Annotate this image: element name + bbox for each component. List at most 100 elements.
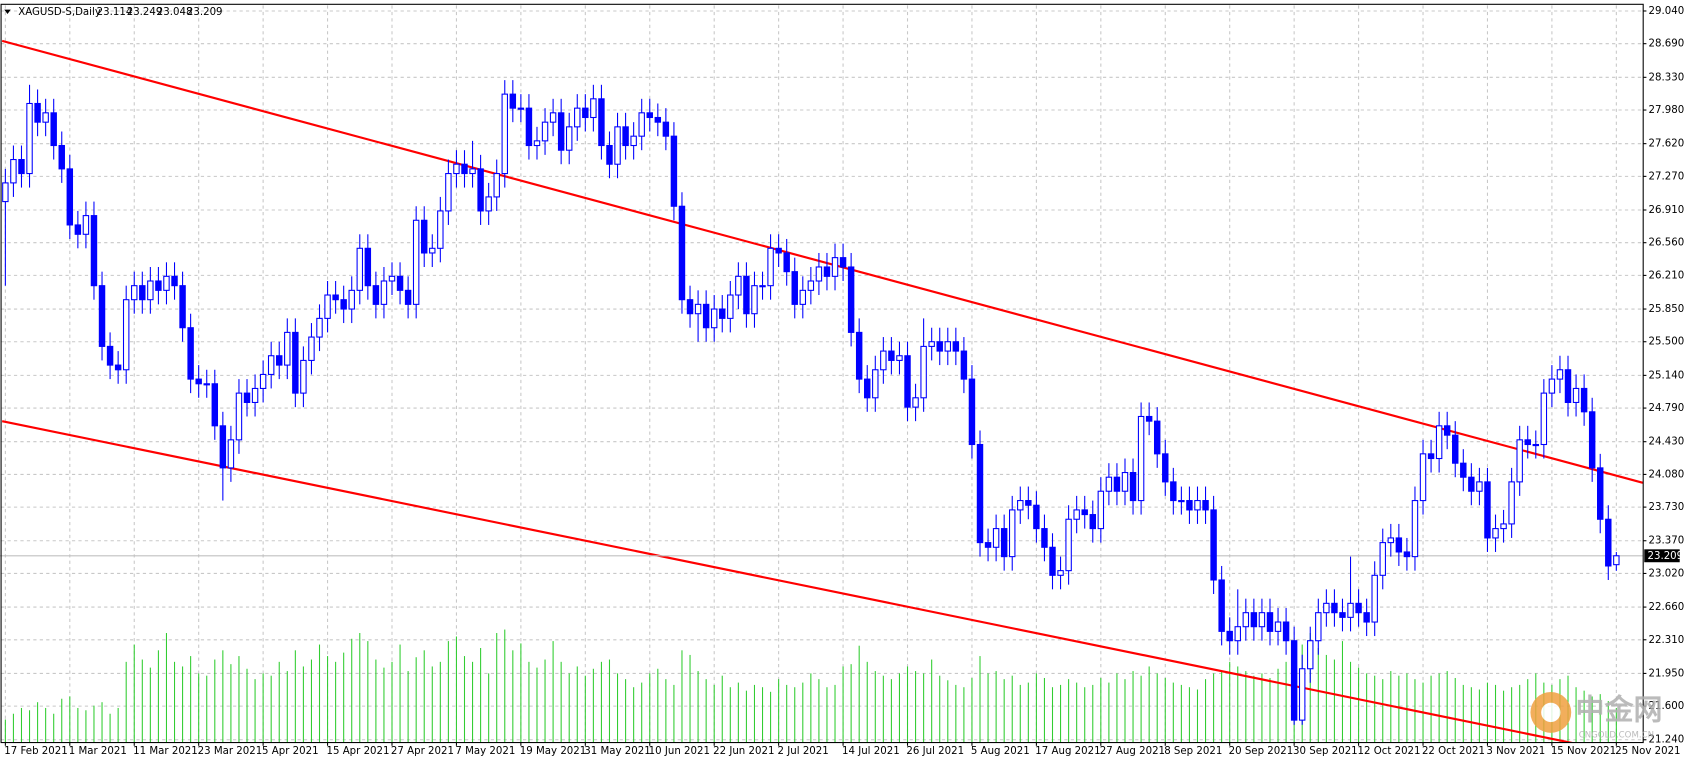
candle-body bbox=[34, 102, 41, 123]
candle-body bbox=[735, 275, 742, 296]
x-tick-label: 22 Jun 2021 bbox=[713, 746, 774, 757]
candle-body bbox=[1178, 500, 1185, 503]
candle-body bbox=[799, 289, 807, 305]
y-tick-label: 27.270 bbox=[1649, 171, 1684, 182]
candle-body bbox=[565, 126, 573, 151]
x-tick-label: 17 Aug 2021 bbox=[1035, 746, 1100, 757]
y-tick-label: 28.690 bbox=[1649, 39, 1684, 50]
candle-body bbox=[122, 299, 130, 371]
candle-body bbox=[1597, 467, 1604, 520]
candle-body bbox=[1355, 602, 1362, 614]
candle-body bbox=[356, 247, 364, 291]
watermark-logo-inner bbox=[1541, 702, 1561, 723]
candle-body bbox=[912, 397, 919, 408]
candle-body bbox=[1000, 528, 1008, 558]
candle-body bbox=[1395, 537, 1403, 553]
candle-body bbox=[1137, 415, 1145, 502]
menu-triangle[interactable] bbox=[4, 9, 11, 14]
candle-body bbox=[461, 163, 468, 175]
y-tick-label: 23.370 bbox=[1649, 536, 1684, 547]
x-tick-label: 27 Aug 2021 bbox=[1100, 746, 1165, 757]
x-tick-label: 15 Nov 2021 bbox=[1551, 746, 1616, 757]
candle-body bbox=[1548, 378, 1556, 394]
candle-body bbox=[155, 280, 162, 291]
x-tick-label: 10 Jun 2021 bbox=[649, 746, 710, 757]
candle-body bbox=[203, 383, 210, 386]
candle-body bbox=[211, 383, 219, 427]
candle-body bbox=[1580, 387, 1588, 413]
candle-body bbox=[968, 378, 976, 446]
x-tick-label: 8 Sep 2021 bbox=[1164, 746, 1222, 757]
candle-body bbox=[823, 266, 831, 277]
x-tick-label: 23 Mar 2021 bbox=[198, 746, 263, 757]
candle-body bbox=[106, 345, 114, 366]
candle-body bbox=[839, 257, 847, 268]
candle-body bbox=[1403, 551, 1411, 558]
candle-body bbox=[485, 196, 492, 212]
candle-body bbox=[1476, 481, 1483, 492]
candle-body bbox=[1411, 500, 1419, 558]
current-price-label: 23.209 bbox=[1647, 551, 1683, 562]
candle-body bbox=[622, 126, 629, 147]
y-tick-label: 23.730 bbox=[1649, 502, 1684, 513]
candle-body bbox=[1379, 542, 1386, 576]
candle-body bbox=[1266, 612, 1274, 632]
candle-body bbox=[114, 364, 122, 371]
trend-line bbox=[1, 39, 1644, 484]
candle-body bbox=[316, 317, 323, 338]
y-tick-label: 26.210 bbox=[1649, 270, 1684, 281]
candle-body bbox=[702, 303, 710, 329]
candle-body bbox=[1443, 425, 1451, 436]
candle-body bbox=[1250, 612, 1258, 628]
candle-body bbox=[429, 247, 436, 254]
candle-body bbox=[864, 378, 871, 399]
candle-body bbox=[1009, 509, 1016, 558]
candle-body bbox=[469, 168, 476, 175]
candle-body bbox=[1323, 602, 1330, 614]
candle-body bbox=[187, 327, 194, 380]
candle-body bbox=[509, 93, 517, 109]
candle-body bbox=[984, 542, 992, 548]
candle-body bbox=[171, 275, 178, 287]
candle-body bbox=[1452, 434, 1459, 464]
candle-body bbox=[541, 121, 549, 142]
candle-body bbox=[759, 285, 766, 288]
x-tick-label: 1 Mar 2021 bbox=[69, 746, 127, 757]
candle-body bbox=[630, 135, 637, 147]
x-tick-label: 25 Nov 2021 bbox=[1615, 746, 1680, 757]
candle-body bbox=[2, 182, 9, 203]
candle-body bbox=[1339, 612, 1346, 618]
candle-body bbox=[646, 112, 653, 119]
candle-body bbox=[1033, 504, 1040, 530]
ohlc-high: 23.249 bbox=[127, 7, 163, 18]
candle-body bbox=[380, 280, 388, 305]
candle-body bbox=[1315, 612, 1322, 642]
candle-body bbox=[614, 126, 621, 165]
candle-body bbox=[1170, 481, 1177, 502]
candle-body bbox=[501, 93, 508, 175]
candle-body bbox=[1556, 369, 1564, 380]
candle-body bbox=[139, 285, 146, 301]
candle-body bbox=[332, 294, 339, 301]
candle-body bbox=[1242, 612, 1250, 628]
x-tick-label: 5 Apr 2021 bbox=[262, 746, 319, 757]
candle-body bbox=[1484, 481, 1491, 539]
candle-body bbox=[404, 289, 412, 305]
candle-body bbox=[147, 280, 154, 301]
candle-body bbox=[396, 275, 404, 291]
y-tick-label: 22.310 bbox=[1649, 635, 1684, 646]
candle-body bbox=[1226, 630, 1233, 642]
candle-body bbox=[855, 331, 863, 380]
candle-body bbox=[944, 341, 952, 352]
y-tick-label: 27.620 bbox=[1649, 139, 1684, 150]
y-tick-label: 24.430 bbox=[1649, 437, 1684, 448]
candle-body bbox=[1435, 425, 1443, 460]
candle-body bbox=[1427, 453, 1435, 460]
candle-body bbox=[340, 299, 347, 310]
candle-body bbox=[517, 107, 525, 110]
candle-body bbox=[58, 144, 65, 170]
candle-body bbox=[1234, 626, 1241, 642]
candle-body bbox=[90, 215, 98, 287]
candle-body bbox=[1290, 640, 1298, 721]
